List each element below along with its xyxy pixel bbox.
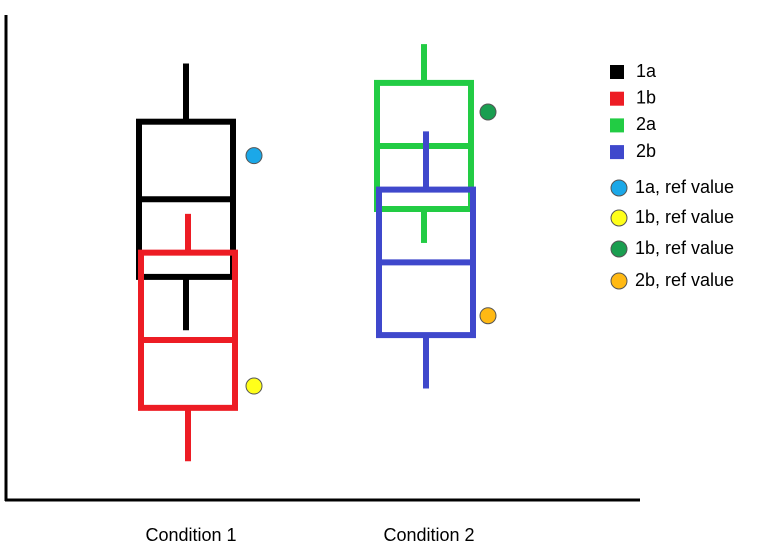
legend-swatch (610, 65, 624, 79)
legend-swatch (610, 145, 624, 160)
legend-label: 2b (636, 141, 656, 161)
x-tick-label: Condition 1 (145, 525, 236, 545)
ref-point (245, 147, 263, 165)
ref-point (245, 377, 263, 395)
box (138, 249, 238, 411)
legend-swatch (610, 118, 624, 133)
legend-label: 1a (636, 61, 657, 81)
legend-swatch (610, 91, 624, 106)
legend-marker (610, 272, 628, 290)
legend-label: 1b, ref value (635, 207, 734, 227)
legend-marker (610, 240, 628, 258)
legend-marker (610, 179, 628, 197)
x-tick-label: Condition 2 (383, 525, 474, 545)
legend-label: 1b (636, 87, 656, 107)
legend-label: 2a (636, 114, 657, 134)
legend-label: 1b, ref value (635, 238, 734, 258)
ref-point (479, 103, 497, 121)
ref-point (479, 307, 497, 325)
legend-marker (610, 209, 628, 227)
legend-label: 2b, ref value (635, 270, 734, 290)
legend-label: 1a, ref value (635, 177, 734, 197)
